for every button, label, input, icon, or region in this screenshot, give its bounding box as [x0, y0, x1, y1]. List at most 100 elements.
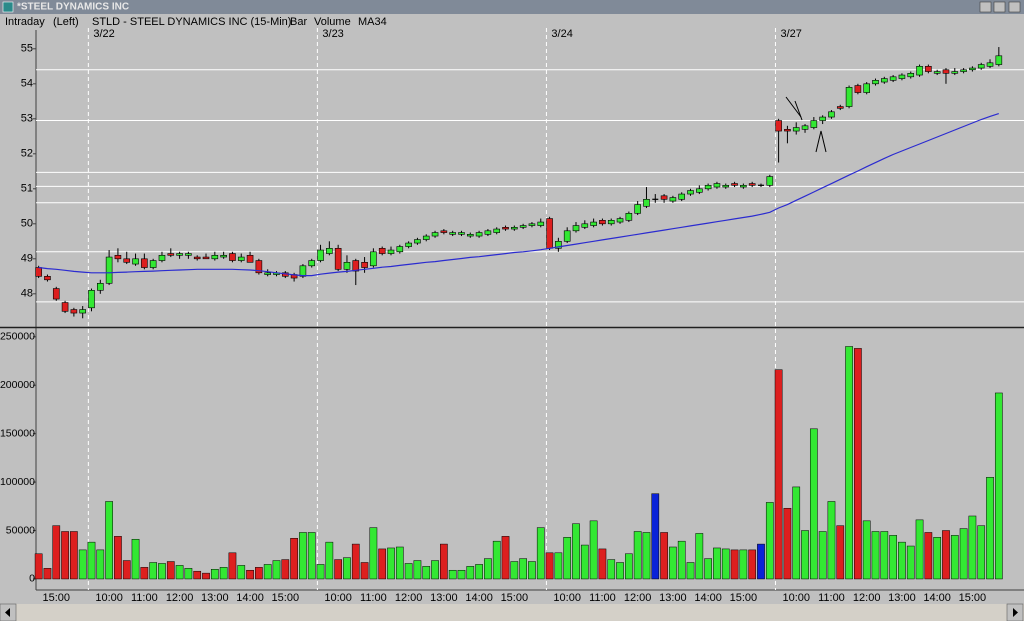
candle-body	[766, 176, 774, 186]
volume-bar	[246, 569, 254, 580]
header-ma[interactable]: MA34	[358, 16, 387, 28]
volume-bar	[854, 348, 862, 580]
candle-body	[696, 188, 703, 193]
candle-body	[114, 255, 122, 260]
volume-bar	[263, 564, 272, 580]
volume-bar	[457, 569, 466, 580]
annotation-stroke	[785, 96, 802, 118]
x-tick-label: 11:00	[131, 592, 158, 604]
candle-body	[784, 129, 791, 132]
volume-bar	[395, 546, 404, 580]
volume-bar	[959, 528, 968, 580]
volume-bar	[43, 568, 52, 580]
volume-bar	[378, 548, 387, 580]
candle-body	[960, 69, 967, 72]
volume-bar	[563, 537, 572, 580]
candle-body	[660, 195, 668, 200]
volume-bar	[686, 562, 695, 580]
volume-bar	[906, 545, 915, 580]
candle-body	[255, 260, 263, 274]
candle-body	[440, 230, 448, 233]
volume-bar	[404, 563, 413, 580]
volume-bar	[836, 525, 845, 580]
candle-body	[79, 309, 86, 314]
annotation-stroke	[815, 130, 827, 153]
volume-bar	[651, 493, 660, 580]
volume-bar	[730, 549, 739, 580]
volume-bar	[184, 568, 193, 580]
volume-bar	[122, 560, 131, 580]
candle-body	[863, 83, 870, 93]
y-tick-label: 0	[29, 573, 35, 585]
volume-bar	[765, 502, 774, 580]
candle-body	[88, 289, 95, 309]
candle-body	[466, 234, 474, 237]
volume-bar	[721, 548, 730, 580]
candle-body	[792, 127, 800, 132]
volume-bar	[519, 558, 527, 580]
volume-bar	[713, 547, 721, 580]
volume-bar	[774, 369, 783, 580]
volume-bar	[545, 552, 554, 580]
candle-body	[52, 288, 60, 300]
header-volume[interactable]: Volume	[314, 16, 351, 28]
candle-body	[334, 248, 342, 270]
candle-body	[458, 232, 465, 235]
y-tick-label: 54	[21, 78, 33, 90]
volume-bar	[307, 532, 316, 580]
candle-body	[810, 120, 818, 128]
volume-bar	[96, 549, 105, 580]
volume-bar	[977, 525, 986, 580]
candle-body	[607, 220, 615, 225]
candle-body	[528, 223, 536, 226]
volume-bar	[475, 564, 483, 580]
minimize-button[interactable]	[979, 1, 992, 13]
candle-body	[916, 66, 923, 76]
volume-bar	[272, 560, 281, 580]
candle-body	[828, 111, 835, 118]
volume-bar	[484, 558, 492, 580]
volume-bar	[748, 549, 757, 580]
volume-bar	[466, 566, 475, 580]
candle-body	[70, 309, 78, 314]
candle-body	[511, 227, 518, 230]
close-button[interactable]	[1008, 1, 1021, 13]
candle-body	[475, 232, 483, 237]
candle-body	[748, 183, 756, 186]
volume-bar	[510, 561, 519, 580]
volume-bar	[528, 561, 536, 580]
volume-bar	[360, 562, 369, 580]
x-tick-label: 13:00	[888, 592, 916, 604]
candle-body	[687, 190, 694, 195]
y-tick-label: 51	[21, 183, 33, 195]
volume-bar	[149, 562, 158, 580]
volume-bar	[501, 536, 510, 580]
candle-body	[678, 193, 686, 200]
volume-bar	[87, 541, 96, 580]
scrollbar[interactable]	[0, 604, 1024, 621]
title-bar	[0, 0, 1024, 14]
candle-body	[731, 183, 738, 186]
volume-bar	[915, 519, 924, 580]
x-tick-label: 10:00	[324, 592, 352, 604]
x-tick-label: 11:00	[360, 592, 387, 604]
candle-body	[220, 255, 227, 258]
session-label: 3/24	[551, 28, 572, 40]
y-tick-label: 150000	[0, 427, 35, 439]
candle-body	[202, 256, 210, 260]
volume-bar	[660, 532, 668, 580]
volume-bar	[580, 544, 589, 580]
candle-body	[740, 185, 747, 188]
volume-bar	[950, 535, 959, 580]
candle-body	[493, 228, 501, 233]
candle-body	[193, 256, 201, 260]
volume-bar	[862, 520, 871, 580]
volume-bar	[255, 567, 263, 580]
restore-button[interactable]	[993, 1, 1006, 13]
candle-body	[105, 256, 113, 284]
candle-body	[35, 267, 42, 277]
volume-bar	[193, 570, 202, 580]
